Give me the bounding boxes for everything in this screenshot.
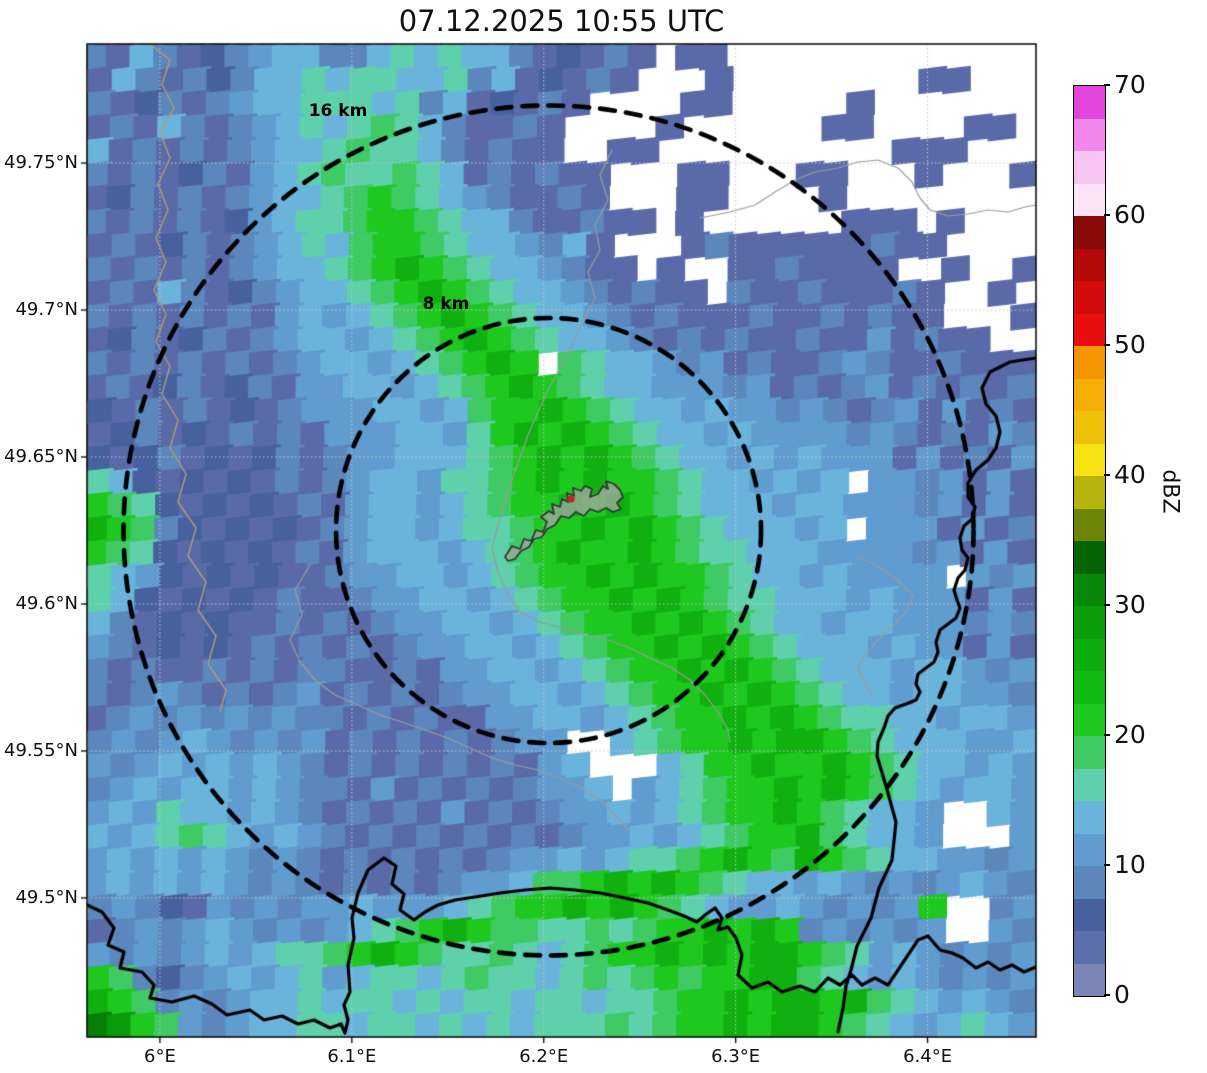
lon-tick-label-1: 6.1°E [327, 1046, 377, 1067]
ring-label-16-km: 16 km [308, 101, 368, 121]
colorbar-segment [1074, 215, 1105, 249]
colorbar-segment [1074, 637, 1105, 671]
colorbar-segment [1074, 442, 1105, 476]
colorbar-tick [1104, 734, 1110, 736]
colorbar-tick [1104, 604, 1110, 606]
colorbar-segment [1074, 832, 1105, 866]
colorbar-segment [1074, 117, 1105, 151]
colorbar-tick-label-0: 0 [1114, 980, 1130, 1009]
colorbar-tick [1104, 84, 1110, 86]
colorbar-tick-label-1: 10 [1114, 850, 1146, 879]
colorbar-segment [1074, 182, 1105, 216]
colorbar-segment [1074, 410, 1105, 444]
colorbar-segment [1074, 150, 1105, 184]
colorbar-segment [1074, 767, 1105, 801]
colorbar-tick-label-7: 70 [1114, 70, 1146, 99]
colorbar-segment [1074, 605, 1105, 639]
colorbar-segment [1074, 702, 1105, 736]
lat-tick-label-4: 49.55°N [4, 739, 78, 761]
colorbar-segment [1074, 962, 1105, 996]
lon-tick-label-0: 6°E [144, 1046, 176, 1067]
colorbar-segment [1074, 800, 1105, 834]
ring-label-8-km: 8 km [422, 294, 470, 314]
page-title: 07.12.2025 10:55 UTC [398, 4, 725, 38]
colorbar-tick [1104, 994, 1110, 996]
colorbar-segment [1074, 345, 1105, 379]
colorbar [1073, 85, 1106, 997]
colorbar-segment [1074, 507, 1105, 541]
lat-tick-label-0: 49.75°N [4, 152, 78, 174]
lat-tick-label-1: 49.7°N [15, 299, 78, 321]
colorbar-segment [1074, 735, 1105, 769]
lon-tick-label-4: 6.4°E [903, 1046, 953, 1067]
colorbar-tick [1104, 344, 1110, 346]
colorbar-segment [1074, 280, 1105, 314]
colorbar-segment [1074, 572, 1105, 606]
colorbar-tick-label-5: 50 [1114, 330, 1146, 359]
lat-tick-label-5: 49.5°N [15, 886, 78, 908]
lon-tick-label-3: 6.3°E [711, 1046, 761, 1067]
colorbar-segment [1074, 540, 1105, 574]
colorbar-tick-label-4: 40 [1114, 460, 1146, 489]
colorbar-segment [1074, 312, 1105, 346]
colorbar-tick [1104, 214, 1110, 216]
colorbar-tick-label-6: 60 [1114, 200, 1146, 229]
lat-tick-label-3: 49.6°N [15, 592, 78, 614]
colorbar-segment [1074, 377, 1105, 411]
colorbar-tick-label-3: 30 [1114, 590, 1146, 619]
colorbar-tick [1104, 474, 1110, 476]
colorbar-tick [1104, 864, 1110, 866]
colorbar-tick-label-2: 20 [1114, 720, 1146, 749]
colorbar-segment [1074, 475, 1105, 509]
colorbar-segment [1074, 865, 1105, 899]
colorbar-segment [1074, 897, 1105, 931]
lat-tick-label-2: 49.65°N [4, 446, 78, 467]
colorbar-segment [1074, 670, 1105, 704]
colorbar-segment [1074, 930, 1105, 964]
colorbar-segment [1074, 86, 1105, 119]
colorbar-axis-label: dBZ [1157, 469, 1183, 514]
lon-tick-label-2: 6.2°E [519, 1046, 569, 1067]
colorbar-segment [1074, 247, 1105, 281]
